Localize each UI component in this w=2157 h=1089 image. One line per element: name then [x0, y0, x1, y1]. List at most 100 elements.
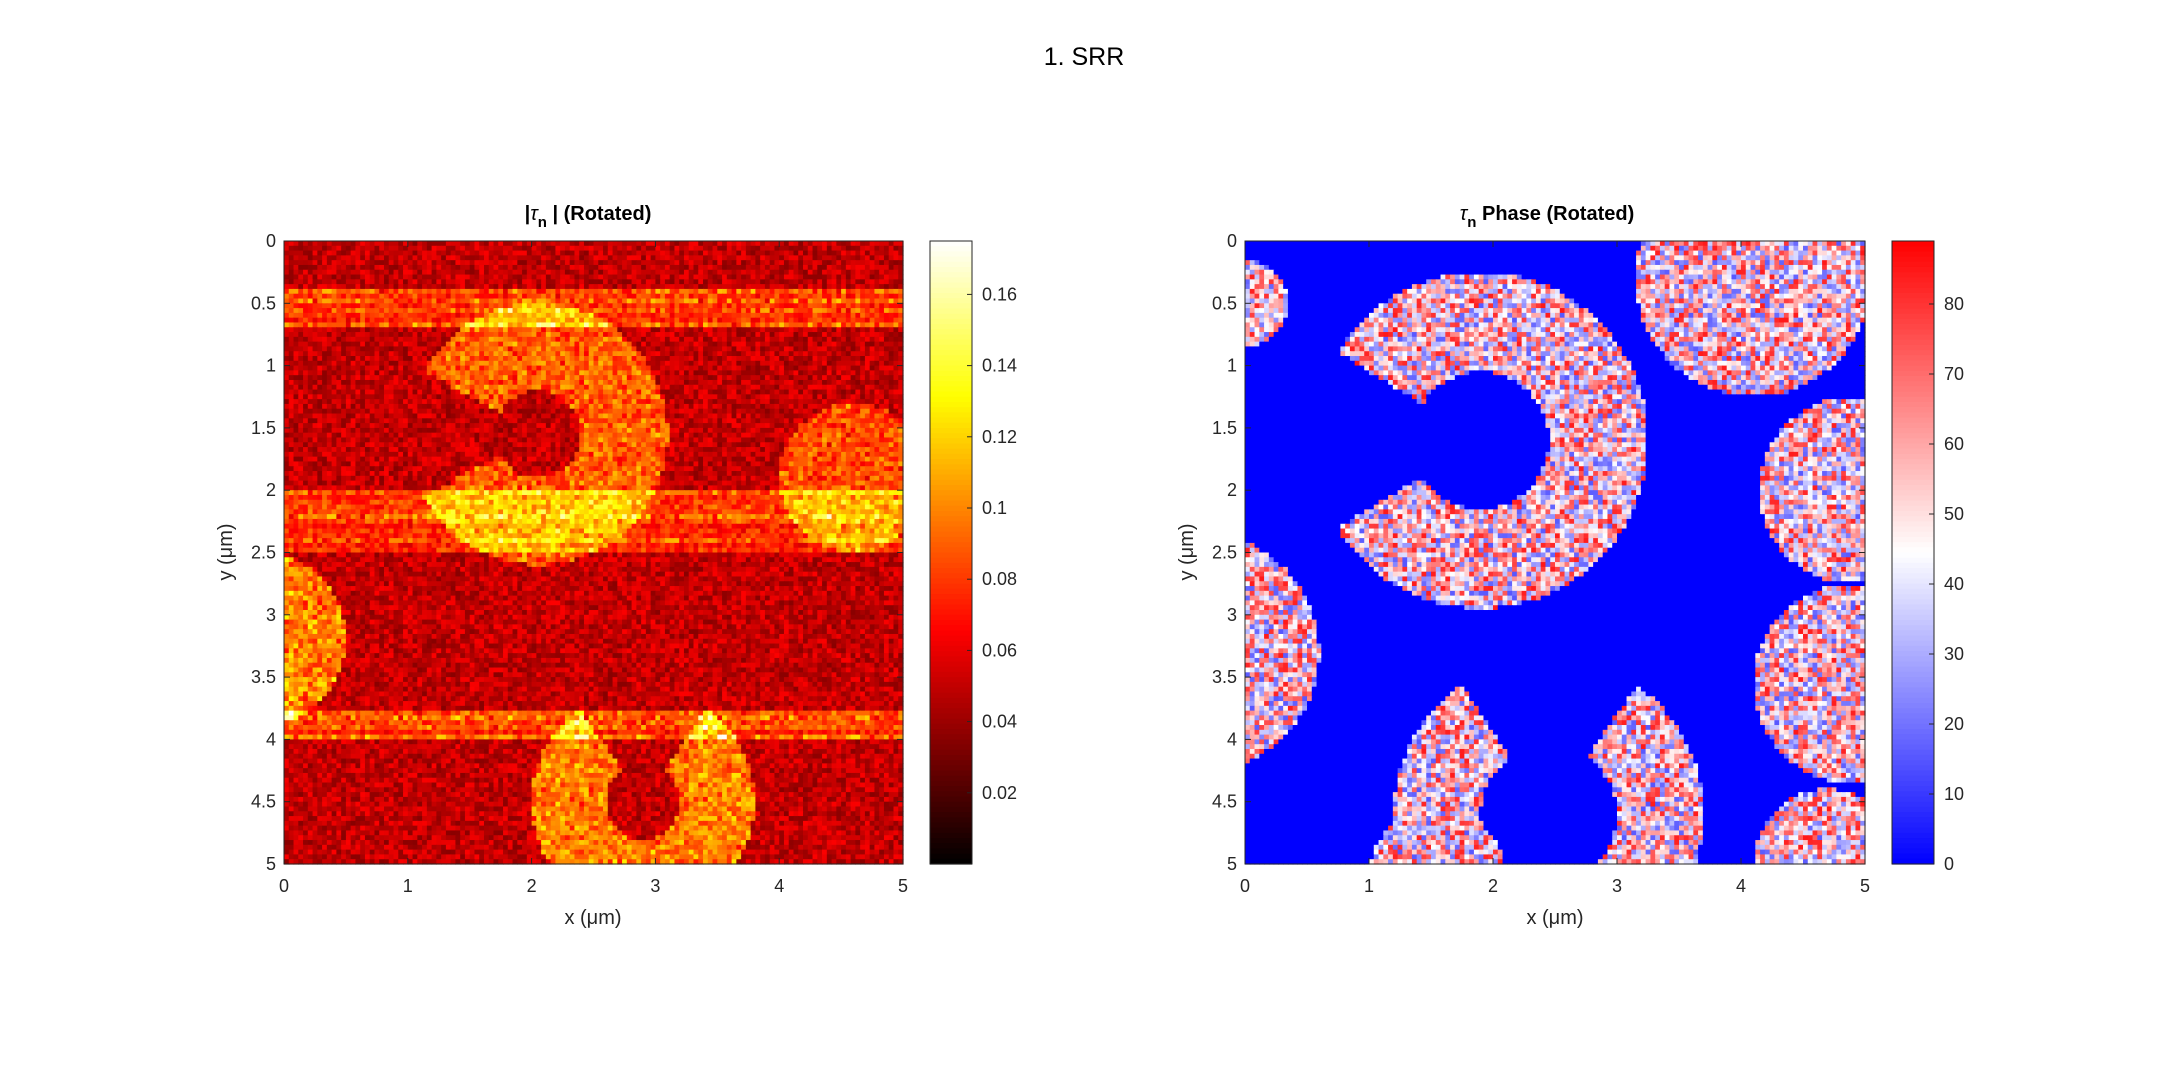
heatmap-cell: [441, 298, 447, 304]
heatmap-cell: [355, 418, 361, 424]
heatmap-cell: [574, 293, 580, 300]
heatmap-cell: [503, 327, 509, 333]
heatmap-cell: [364, 346, 371, 352]
heatmap-cell: [650, 408, 656, 415]
heatmap-cell: [293, 394, 299, 400]
heatmap-cell: [631, 408, 637, 415]
heatmap-cell: [698, 332, 704, 338]
heatmap-cell: [341, 413, 347, 419]
heatmap-cell: [331, 284, 337, 290]
heatmap-cell: [498, 293, 504, 300]
heatmap-cell: [383, 284, 390, 290]
heatmap-cell: [355, 403, 361, 410]
heatmap-cell: [855, 389, 861, 395]
heatmap-cell: [741, 327, 747, 333]
heatmap-cell: [493, 418, 499, 424]
heatmap-cell: [579, 293, 585, 300]
heatmap-cell: [679, 389, 685, 395]
heatmap-cell: [374, 279, 380, 285]
heatmap-cell: [507, 279, 514, 285]
heatmap-cell: [374, 327, 380, 333]
heatmap-cell: [364, 303, 371, 309]
heatmap-cell: [579, 264, 585, 271]
heatmap-cell: [736, 341, 742, 348]
heatmap-cell: [864, 346, 871, 352]
heatmap-cell: [869, 303, 876, 309]
heatmap-cell: [550, 312, 557, 319]
heatmap-cell: [860, 360, 866, 367]
heatmap-cell: [574, 351, 580, 357]
heatmap-cell: [731, 332, 737, 338]
heatmap-cell: [293, 418, 299, 424]
heatmap-cell: [745, 413, 752, 419]
heatmap-cell: [569, 327, 576, 333]
heatmap-cell: [741, 241, 747, 247]
heatmap-cell: [545, 298, 552, 304]
heatmap-cell: [307, 394, 314, 400]
heatmap-cell: [483, 365, 490, 371]
heatmap-cell: [788, 327, 795, 333]
heatmap-cell: [503, 312, 509, 319]
heatmap-cell: [869, 384, 876, 391]
heatmap-cell: [745, 250, 752, 256]
heatmap-cell: [322, 322, 328, 328]
heatmap-cell: [493, 279, 499, 285]
heatmap-cell: [564, 312, 571, 319]
heatmap-cell: [345, 260, 352, 266]
heatmap-cell: [864, 284, 871, 290]
heatmap-cell: [622, 365, 628, 371]
heatmap-cell: [469, 365, 476, 371]
heatmap-cell: [869, 245, 876, 252]
heatmap-cell: [498, 250, 504, 256]
heatmap-cell: [345, 413, 352, 419]
heatmap-cell: [841, 389, 847, 395]
heatmap-cell: [869, 389, 876, 395]
heatmap-cell: [779, 346, 785, 352]
heatmap-cell: [564, 255, 571, 261]
heatmap-cell: [783, 274, 790, 280]
heatmap-cell: [779, 356, 785, 362]
heatmap-cell: [731, 389, 737, 395]
heatmap-cell: [307, 336, 314, 343]
heatmap-cell: [626, 308, 633, 314]
heatmap-cell: [674, 332, 680, 338]
heatmap-cell: [764, 418, 771, 424]
heatmap-cell: [798, 260, 804, 266]
heatmap-cell: [464, 332, 471, 338]
heatmap-cell: [564, 260, 571, 266]
heatmap-cell: [783, 241, 790, 247]
heatmap-cell: [850, 408, 856, 415]
heatmap-cell: [312, 284, 318, 290]
heatmap-cell: [793, 379, 799, 386]
heatmap-cell: [545, 365, 552, 371]
heatmap-cell: [441, 394, 447, 400]
heatmap-cell: [726, 365, 733, 371]
heatmap-cell: [750, 413, 756, 419]
heatmap-cell: [307, 408, 314, 415]
heatmap-cell: [645, 312, 652, 319]
heatmap-cell: [398, 255, 404, 261]
heatmap-cell: [517, 346, 523, 352]
heatmap-cell: [745, 317, 752, 324]
heatmap-cell: [512, 255, 518, 261]
heatmap-cell: [641, 332, 647, 338]
heatmap-cell: [536, 260, 542, 266]
heatmap-cell: [364, 288, 371, 295]
heatmap-cell: [545, 288, 552, 295]
heatmap-cell: [750, 375, 756, 381]
heatmap-cell: [631, 360, 637, 367]
heatmap-cell: [341, 255, 347, 261]
heatmap-cell: [607, 394, 614, 400]
heatmap-cell: [479, 423, 485, 429]
heatmap-cell: [769, 389, 776, 395]
heatmap-cell: [860, 327, 866, 333]
heatmap-cell: [407, 284, 414, 290]
heatmap-cell: [860, 408, 866, 415]
heatmap-cell: [379, 389, 385, 395]
heatmap-cell: [374, 394, 380, 400]
heatmap-cell: [760, 389, 766, 395]
heatmap-cell: [479, 274, 485, 280]
heatmap-cell: [831, 312, 837, 319]
heatmap-cell: [603, 260, 609, 266]
